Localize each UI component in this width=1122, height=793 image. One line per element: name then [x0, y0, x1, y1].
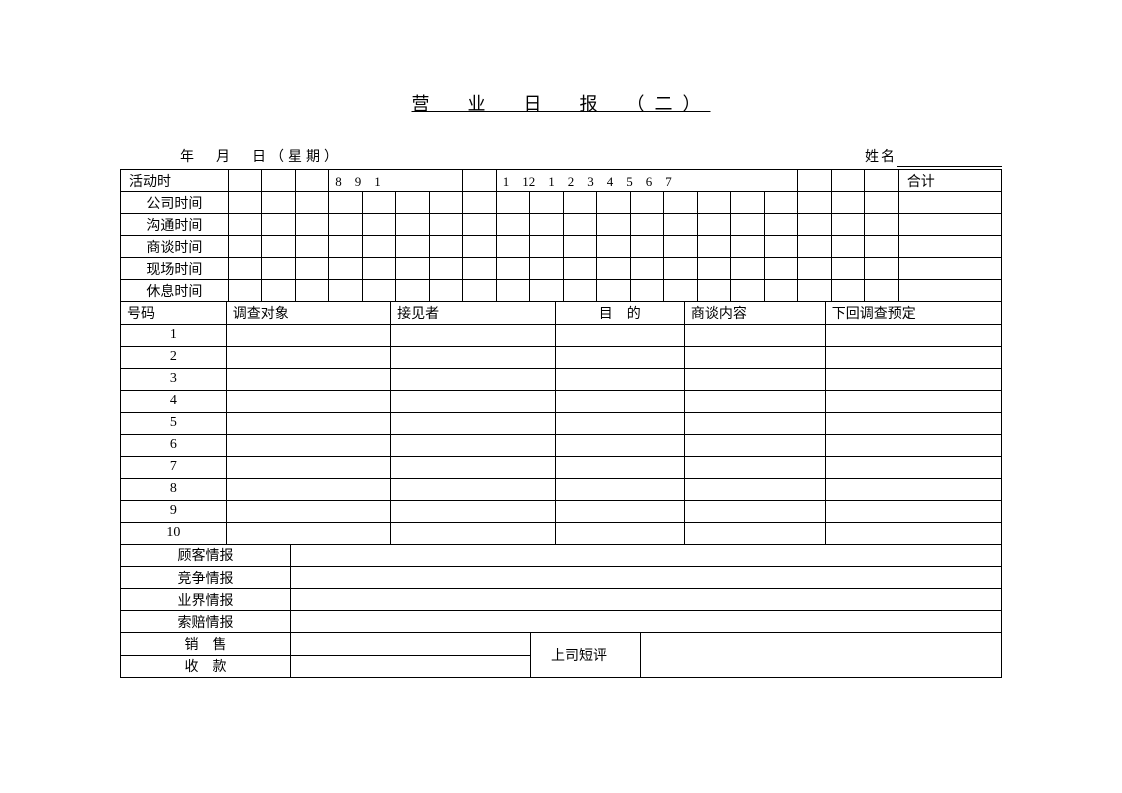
header-purpose: 目 的	[555, 302, 684, 324]
survey-row: 3	[121, 368, 1002, 390]
survey-row: 9	[121, 500, 1002, 522]
survey-row: 2	[121, 346, 1002, 368]
spacer	[342, 146, 865, 167]
time-row: 公司时间	[121, 192, 1002, 214]
time-row-label: 商谈时间	[121, 236, 229, 258]
hour-cell	[262, 170, 296, 192]
intel-row: 业界情报	[121, 589, 1002, 611]
survey-row: 6	[121, 434, 1002, 456]
sales-label: 销 售	[121, 633, 291, 655]
time-row: 商谈时间	[121, 236, 1002, 258]
bottom-table: 销 售 上司短评 收 款	[120, 633, 1002, 678]
bottom-row: 销 售 上司短评	[121, 633, 1002, 655]
intel-row: 竞争情报	[121, 567, 1002, 589]
survey-header-row: 号码 调查对象 接见者 目 的 商谈内容 下回调查预定	[121, 302, 1002, 324]
header-no: 号码	[121, 302, 227, 324]
row-num: 9	[121, 500, 227, 522]
time-table: 活动时 8 9 1 1 12 1 2 3 4 5 6 7 合计 公司时间 沟通时…	[120, 169, 1002, 302]
name-underline	[897, 146, 1002, 167]
hour-cell	[295, 170, 329, 192]
survey-row: 7	[121, 456, 1002, 478]
survey-table: 号码 调查对象 接见者 目 的 商谈内容 下回调查预定 1 2 3 4 5 6 …	[120, 302, 1002, 545]
survey-row: 5	[121, 412, 1002, 434]
total-label: 合计	[898, 170, 1001, 192]
row-num: 8	[121, 478, 227, 500]
row-num: 7	[121, 456, 227, 478]
intel-label: 顾客情报	[121, 545, 291, 567]
survey-row: 10	[121, 522, 1002, 544]
intel-label: 索赔情报	[121, 611, 291, 633]
intel-label: 业界情报	[121, 589, 291, 611]
page-title: 营 业 日 报 （二）	[120, 90, 1002, 116]
hour-cell: 8 9 1	[329, 170, 463, 192]
review-label: 上司短评	[531, 633, 641, 677]
time-row-label: 沟通时间	[121, 214, 229, 236]
hour-cell	[228, 170, 262, 192]
row-num: 6	[121, 434, 227, 456]
receipts-label: 收 款	[121, 655, 291, 677]
hour-cell: 1 12 1 2 3 4 5 6 7	[496, 170, 798, 192]
hour-cell	[831, 170, 865, 192]
intel-row: 顾客情报	[121, 545, 1002, 567]
row-num: 3	[121, 368, 227, 390]
header-content: 商谈内容	[684, 302, 825, 324]
survey-row: 8	[121, 478, 1002, 500]
time-row: 沟通时间	[121, 214, 1002, 236]
survey-row: 1	[121, 324, 1002, 346]
intel-table: 顾客情报 竞争情报 业界情报 索赔情报	[120, 545, 1002, 634]
time-row-label: 公司时间	[121, 192, 229, 214]
hour-cell	[463, 170, 497, 192]
time-row: 现场时间	[121, 258, 1002, 280]
header-row: 年 月 日（星期） 姓名	[120, 146, 1002, 167]
time-row-label: 休息时间	[121, 280, 229, 302]
time-header-row: 活动时 8 9 1 1 12 1 2 3 4 5 6 7 合计	[121, 170, 1002, 192]
intel-label: 竞争情报	[121, 567, 291, 589]
row-num: 1	[121, 324, 227, 346]
intel-row: 索赔情报	[121, 611, 1002, 633]
header-next: 下回调查预定	[825, 302, 1001, 324]
hour-cell	[798, 170, 832, 192]
row-num: 4	[121, 390, 227, 412]
hour-cell	[865, 170, 899, 192]
survey-row: 4	[121, 390, 1002, 412]
row-num: 10	[121, 522, 227, 544]
date-label: 年 月 日（星期）	[180, 146, 342, 167]
header-target: 调查对象	[226, 302, 390, 324]
name-label: 姓名	[865, 146, 897, 167]
activity-label: 活动时	[121, 170, 229, 192]
row-num: 2	[121, 346, 227, 368]
header-interviewee: 接见者	[391, 302, 555, 324]
time-row: 休息时间	[121, 280, 1002, 302]
row-num: 5	[121, 412, 227, 434]
time-row-label: 现场时间	[121, 258, 229, 280]
